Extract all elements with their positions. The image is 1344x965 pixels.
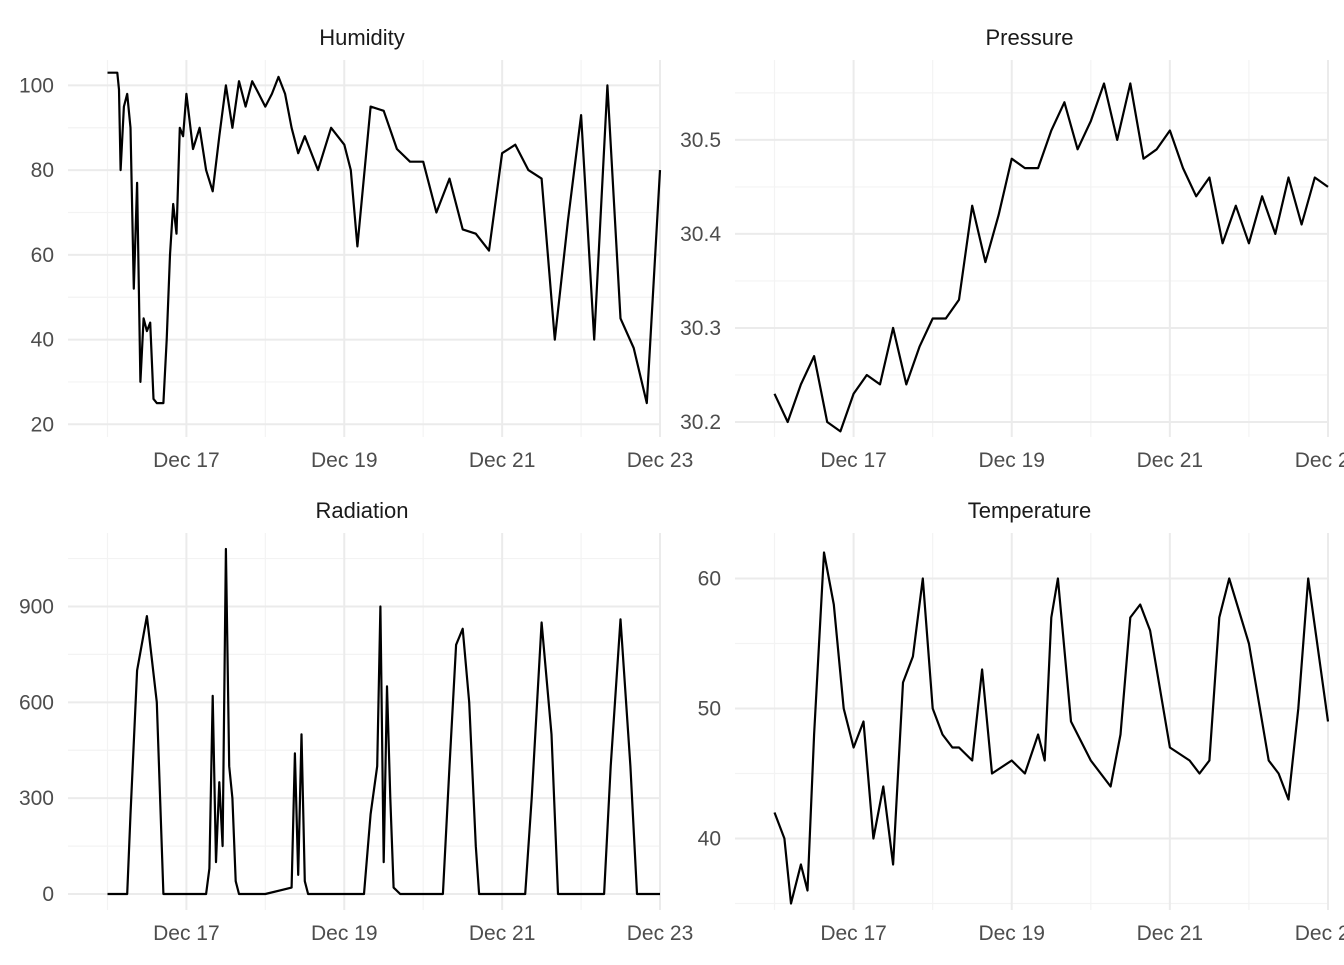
x-tick-label: Dec 23 (627, 449, 694, 472)
y-tick-label: 60 (31, 244, 54, 267)
y-tick-label: 30.5 (680, 129, 721, 152)
y-tick-label: 30.4 (680, 223, 721, 246)
panel-humidity: Dec 17 Dec 19 Dec 21 Dec 23 20 40 60 80 100 Humid… (19, 25, 693, 472)
grid (735, 533, 1329, 910)
series-line-radiation (107, 547, 660, 896)
x-tick-label: Dec 21 (469, 449, 536, 472)
y-tick-label: 0 (42, 883, 54, 906)
panel-title: Radiation (316, 498, 409, 523)
y-tick-label: 900 (19, 595, 54, 618)
panel-title: Humidity (319, 25, 405, 50)
y-tick-label: 100 (19, 74, 54, 97)
x-tick-label: Dec 23 (1295, 922, 1344, 945)
y-tick-label: 30.2 (680, 411, 721, 434)
y-tick-label: 30.3 (680, 317, 721, 340)
y-tick-label: 40 (698, 828, 721, 851)
panel-radiation: Dec 17 Dec 19 Dec 21 Dec 23 0 300 600 900 Radiat… (19, 498, 693, 945)
x-tick-label: Dec 19 (311, 449, 378, 472)
series-line-temperature (773, 551, 1330, 905)
x-tick-label: Dec 21 (1137, 449, 1204, 472)
series-line-pressure (773, 82, 1329, 433)
x-tick-label: Dec 23 (1295, 449, 1344, 472)
y-tick-label: 50 (698, 698, 721, 721)
x-tick-label: Dec 19 (311, 922, 378, 945)
y-tick-label: 20 (31, 413, 54, 436)
x-tick-label: Dec 23 (627, 922, 694, 945)
x-tick-label: Dec 17 (153, 449, 220, 472)
y-tick-label: 80 (31, 159, 54, 182)
panel-temperature: Dec 17 Dec 19 Dec 21 Dec 23 40 50 60 Temperatur… (698, 498, 1344, 945)
x-tick-label: Dec 19 (978, 922, 1045, 945)
grid (735, 60, 1329, 437)
y-tick-label: 300 (19, 787, 54, 810)
x-tick-label: Dec 21 (469, 922, 536, 945)
x-tick-label: Dec 21 (1137, 922, 1204, 945)
panel-pressure: Dec 17 Dec 19 Dec 21 Dec 23 30.2 30.3 30.4 30.5… (680, 25, 1344, 472)
panel-title: Pressure (985, 25, 1073, 50)
y-tick-label: 600 (19, 691, 54, 714)
y-tick-label: 40 (31, 329, 54, 352)
x-tick-label: Dec 17 (820, 922, 887, 945)
series-line-humidity (107, 71, 662, 405)
x-tick-label: Dec 19 (978, 449, 1045, 472)
y-tick-label: 60 (698, 568, 721, 591)
x-tick-label: Dec 17 (153, 922, 220, 945)
grid (68, 60, 661, 437)
x-tick-label: Dec 17 (820, 449, 887, 472)
panel-title: Temperature (968, 498, 1092, 523)
